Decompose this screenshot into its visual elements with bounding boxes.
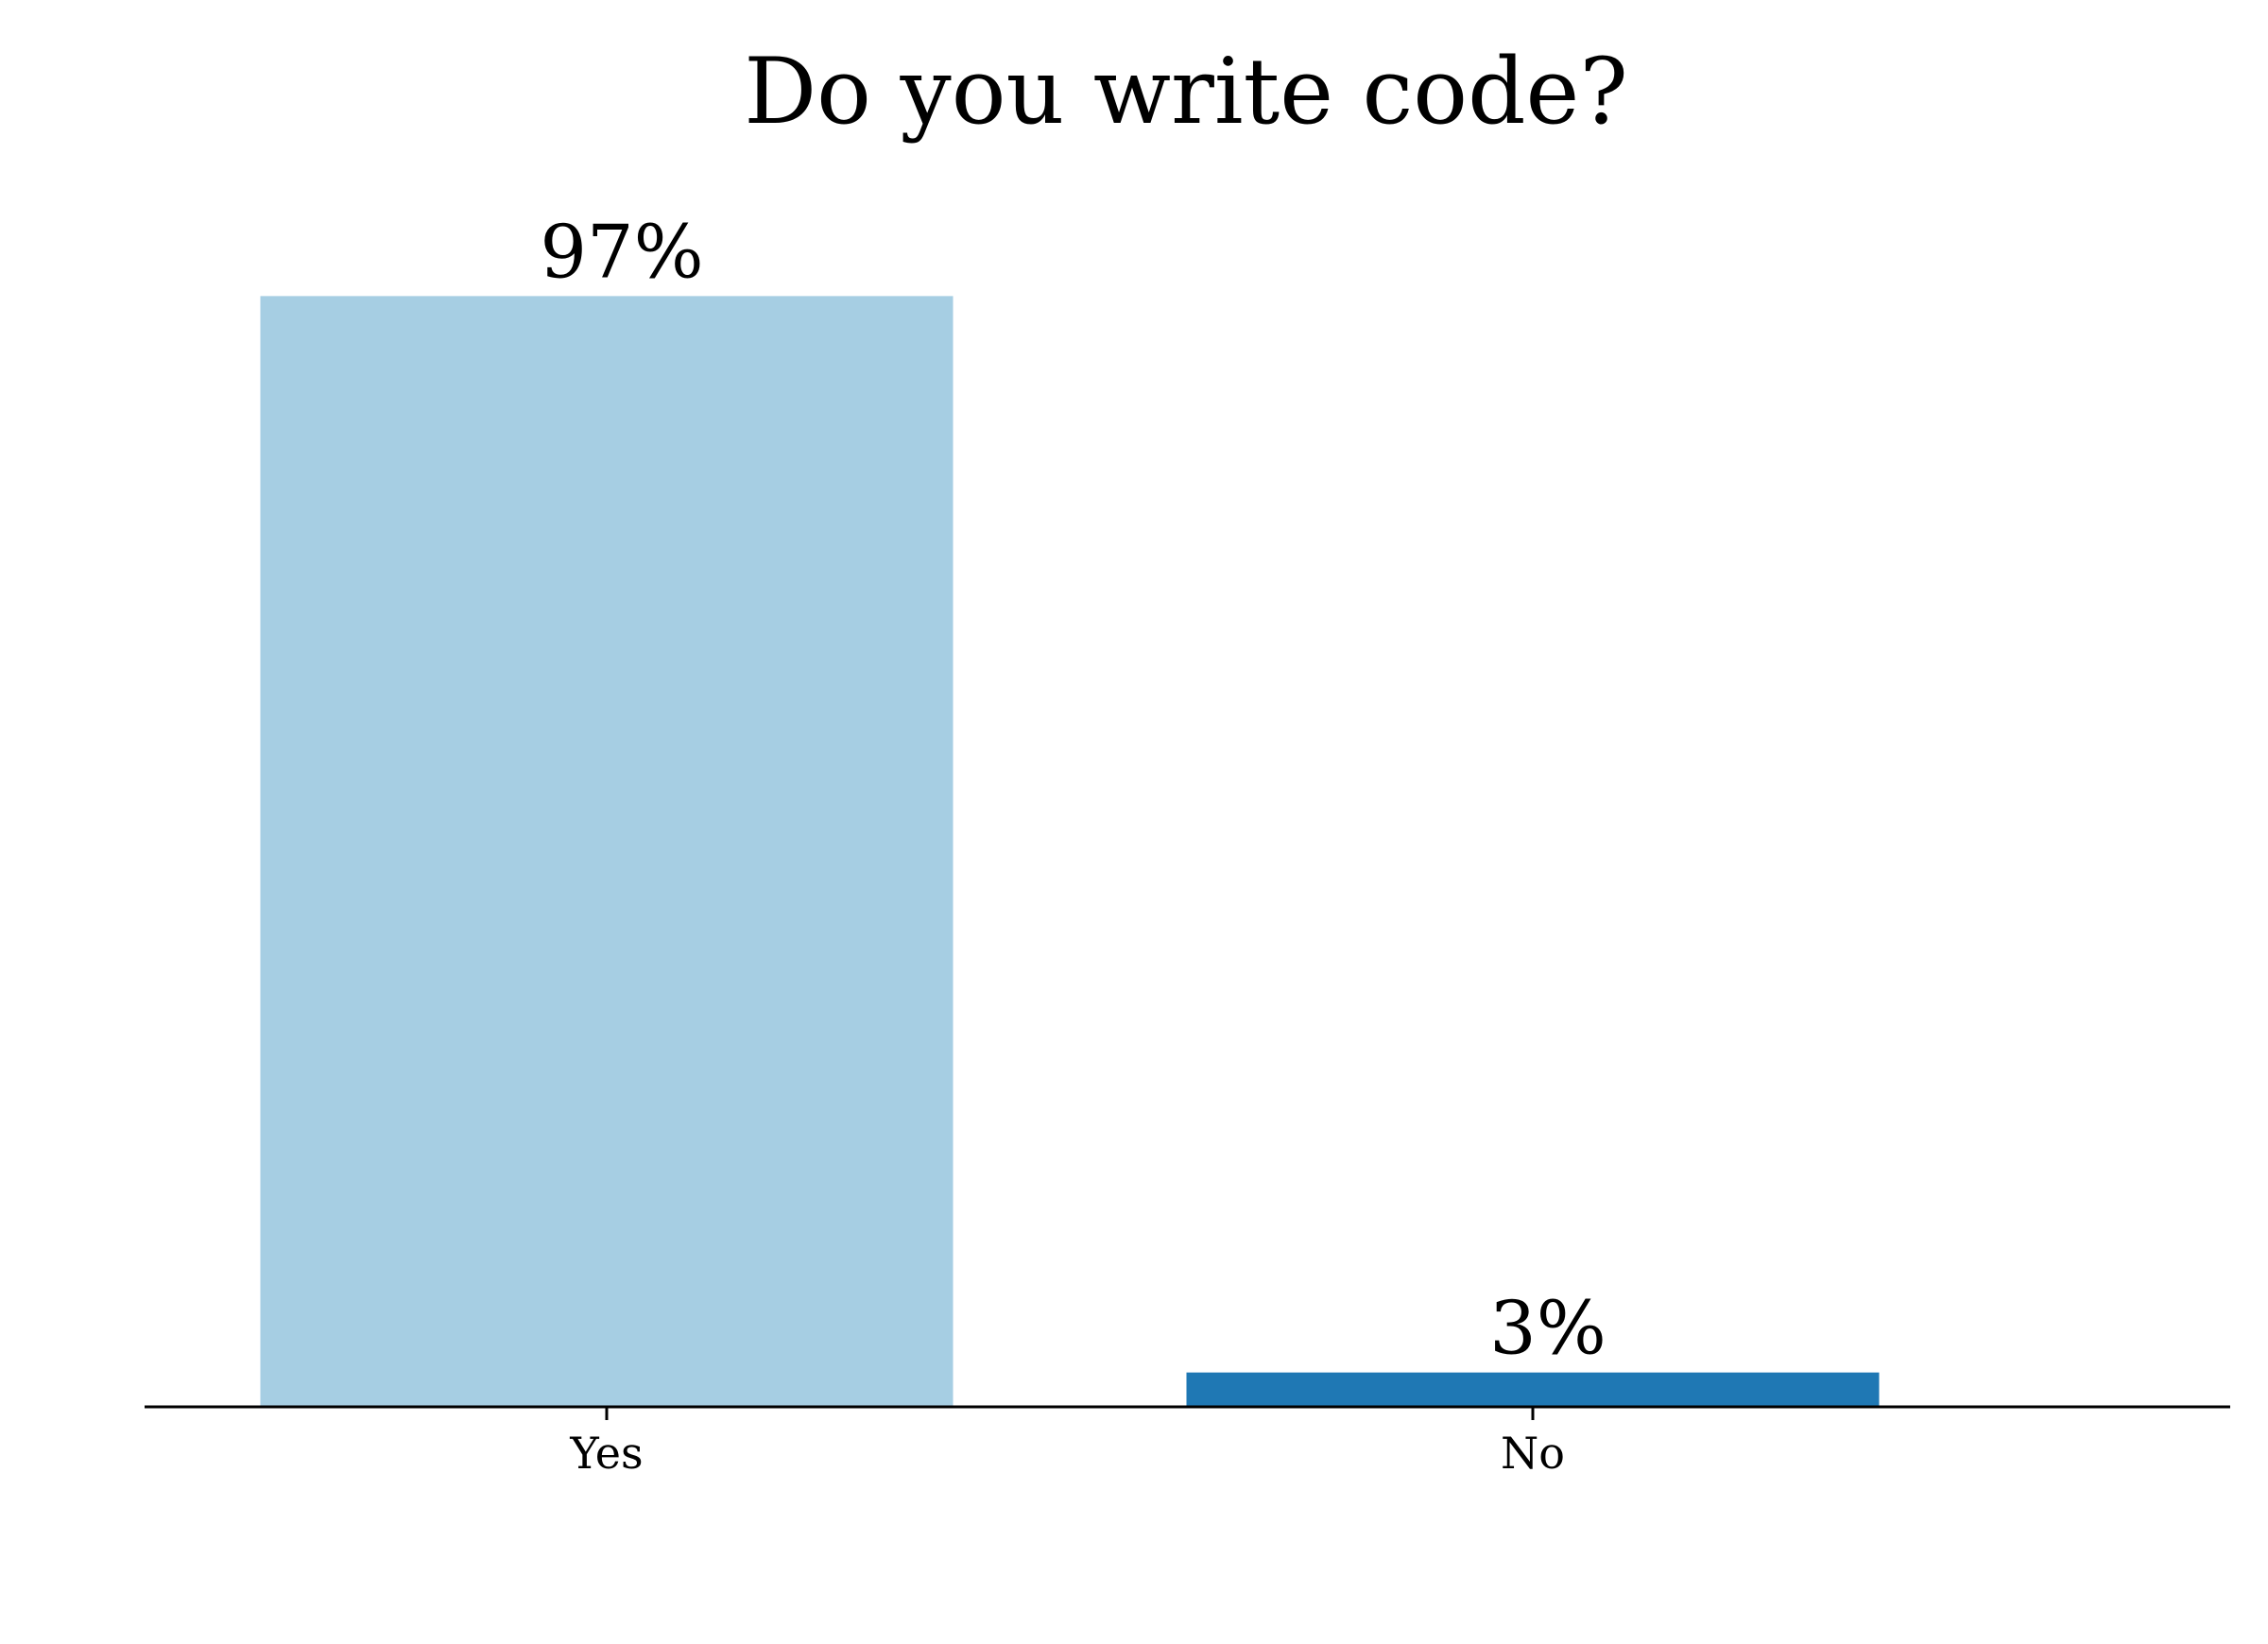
- chart-title: Do you write code?: [744, 39, 1628, 145]
- bar-yes: [260, 296, 954, 1407]
- x-tick-label-no: No: [1501, 1428, 1565, 1479]
- data-label-yes: 97%: [540, 210, 703, 295]
- data-labels-group: 97% 3%: [540, 210, 1606, 1371]
- bar-no: [1186, 1372, 1880, 1407]
- x-ticks-group: Yes No: [569, 1407, 1565, 1479]
- data-label-no: 3%: [1489, 1287, 1606, 1372]
- bars-group: [260, 296, 1880, 1407]
- x-tick-label-yes: Yes: [569, 1428, 643, 1479]
